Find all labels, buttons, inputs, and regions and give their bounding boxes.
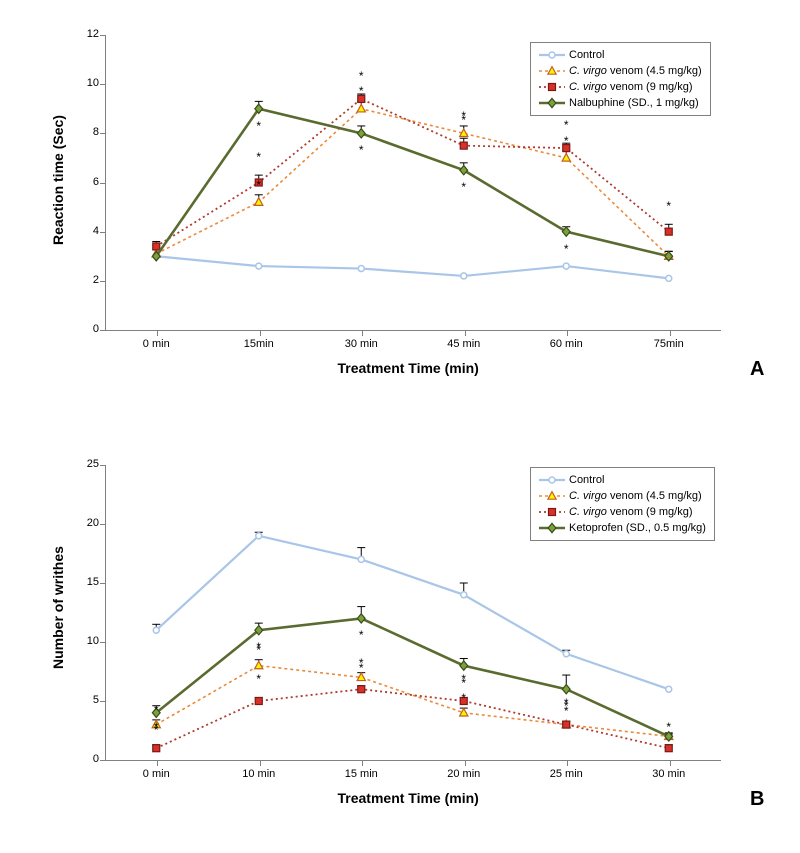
panel-letter: A: [750, 358, 764, 381]
legend: Control C. virgo venom (4.5 mg/kg) C. vi…: [530, 467, 715, 541]
significance-star: *: [359, 144, 364, 156]
y-tick-label: 12: [69, 28, 99, 40]
y-tick-label: 15: [69, 576, 99, 588]
panel-letter: B: [750, 788, 764, 811]
significance-star: *: [564, 119, 569, 131]
x-tick-label: 0 min: [143, 768, 170, 780]
x-tick-label: 30 min: [345, 338, 378, 350]
y-tick-label: 10: [69, 635, 99, 647]
legend-swatch: [539, 489, 565, 503]
legend-label: C. virgo venom (4.5 mg/kg): [569, 63, 702, 79]
significance-star: *: [154, 704, 159, 716]
legend-swatch: [539, 64, 565, 78]
y-axis-title: Reaction time (Sec): [50, 115, 66, 245]
legend-item: Ketoprofen (SD., 0.5 mg/kg): [539, 520, 706, 536]
legend-item: C. virgo venom (9 mg/kg): [539, 79, 702, 95]
x-tick-label: 25 min: [550, 768, 583, 780]
y-tick-label: 25: [69, 458, 99, 470]
legend-swatch: [539, 521, 565, 535]
legend-item: Control: [539, 472, 706, 488]
significance-star: *: [359, 629, 364, 641]
y-tick-label: 20: [69, 517, 99, 529]
legend-label: Control: [569, 47, 604, 63]
legend-label: C. virgo venom (9 mg/kg): [569, 504, 693, 520]
significance-star: *: [256, 151, 261, 163]
legend-swatch: [539, 48, 565, 62]
x-axis-title: Treatment Time (min): [338, 360, 479, 376]
legend-item: C. virgo venom (4.5 mg/kg): [539, 488, 706, 504]
x-tick-label: 15min: [244, 338, 274, 350]
y-tick-label: 6: [69, 176, 99, 188]
legend-item: Nalbuphine (SD., 1 mg/kg): [539, 95, 702, 111]
significance-star: *: [256, 673, 261, 685]
x-tick-label: 20 min: [447, 768, 480, 780]
figure-container: 0 2 4 6 8 10 12 0 min 15min 30 min 45 min 60 min 75m…: [0, 0, 800, 853]
legend-label: C. virgo venom (9 mg/kg): [569, 79, 693, 95]
x-tick-label: 10 min: [242, 768, 275, 780]
significance-star: *: [666, 200, 671, 212]
legend-item: Control: [539, 47, 702, 63]
significance-star: *: [359, 85, 364, 97]
significance-star: *: [461, 181, 466, 193]
significance-star: *: [154, 724, 159, 736]
x-tick-label: 45 min: [447, 338, 480, 350]
significance-star: *: [359, 70, 364, 82]
significance-star: *: [461, 114, 466, 126]
legend-label: Ketoprofen (SD., 0.5 mg/kg): [569, 520, 706, 536]
legend-item: C. virgo venom (4.5 mg/kg): [539, 63, 702, 79]
significance-star: *: [564, 243, 569, 255]
y-tick-label: 0: [69, 323, 99, 335]
significance-star: *: [256, 179, 261, 191]
legend: Control C. virgo venom (4.5 mg/kg) C. vi…: [530, 42, 711, 116]
legend-item: C. virgo venom (9 mg/kg): [539, 504, 706, 520]
significance-star: *: [564, 135, 569, 147]
x-tick-label: 75min: [654, 338, 684, 350]
y-tick-label: 0: [69, 753, 99, 765]
x-tick-label: 60 min: [550, 338, 583, 350]
y-tick-label: 2: [69, 274, 99, 286]
legend-swatch: [539, 80, 565, 94]
x-tick-label: 30 min: [652, 768, 685, 780]
x-tick-label: 0 min: [143, 338, 170, 350]
significance-star: *: [256, 641, 261, 653]
significance-star: *: [461, 677, 466, 689]
significance-star: *: [359, 662, 364, 674]
significance-star: *: [564, 700, 569, 712]
legend-label: Control: [569, 472, 604, 488]
x-tick-label: 15 min: [345, 768, 378, 780]
legend-swatch: [539, 473, 565, 487]
legend-label: Nalbuphine (SD., 1 mg/kg): [569, 95, 699, 111]
x-axis-title: Treatment Time (min): [338, 790, 479, 806]
legend-swatch: [539, 505, 565, 519]
significance-star: *: [256, 120, 261, 132]
y-axis-title: Number of writhes: [50, 546, 66, 669]
significance-star: *: [666, 721, 671, 733]
significance-star: *: [461, 692, 466, 704]
y-tick-label: 10: [69, 77, 99, 89]
legend-swatch: [539, 96, 565, 110]
legend-label: C. virgo venom (4.5 mg/kg): [569, 488, 702, 504]
y-tick-label: 8: [69, 126, 99, 138]
y-tick-label: 5: [69, 694, 99, 706]
y-tick-label: 4: [69, 225, 99, 237]
